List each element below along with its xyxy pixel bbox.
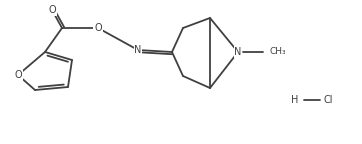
Text: O: O xyxy=(94,23,102,33)
Text: O: O xyxy=(48,5,56,15)
Text: H: H xyxy=(291,95,299,105)
Text: O: O xyxy=(14,70,22,80)
Text: N: N xyxy=(134,45,142,55)
Text: CH₃: CH₃ xyxy=(270,48,287,56)
Text: Cl: Cl xyxy=(323,95,333,105)
Text: N: N xyxy=(234,47,242,57)
